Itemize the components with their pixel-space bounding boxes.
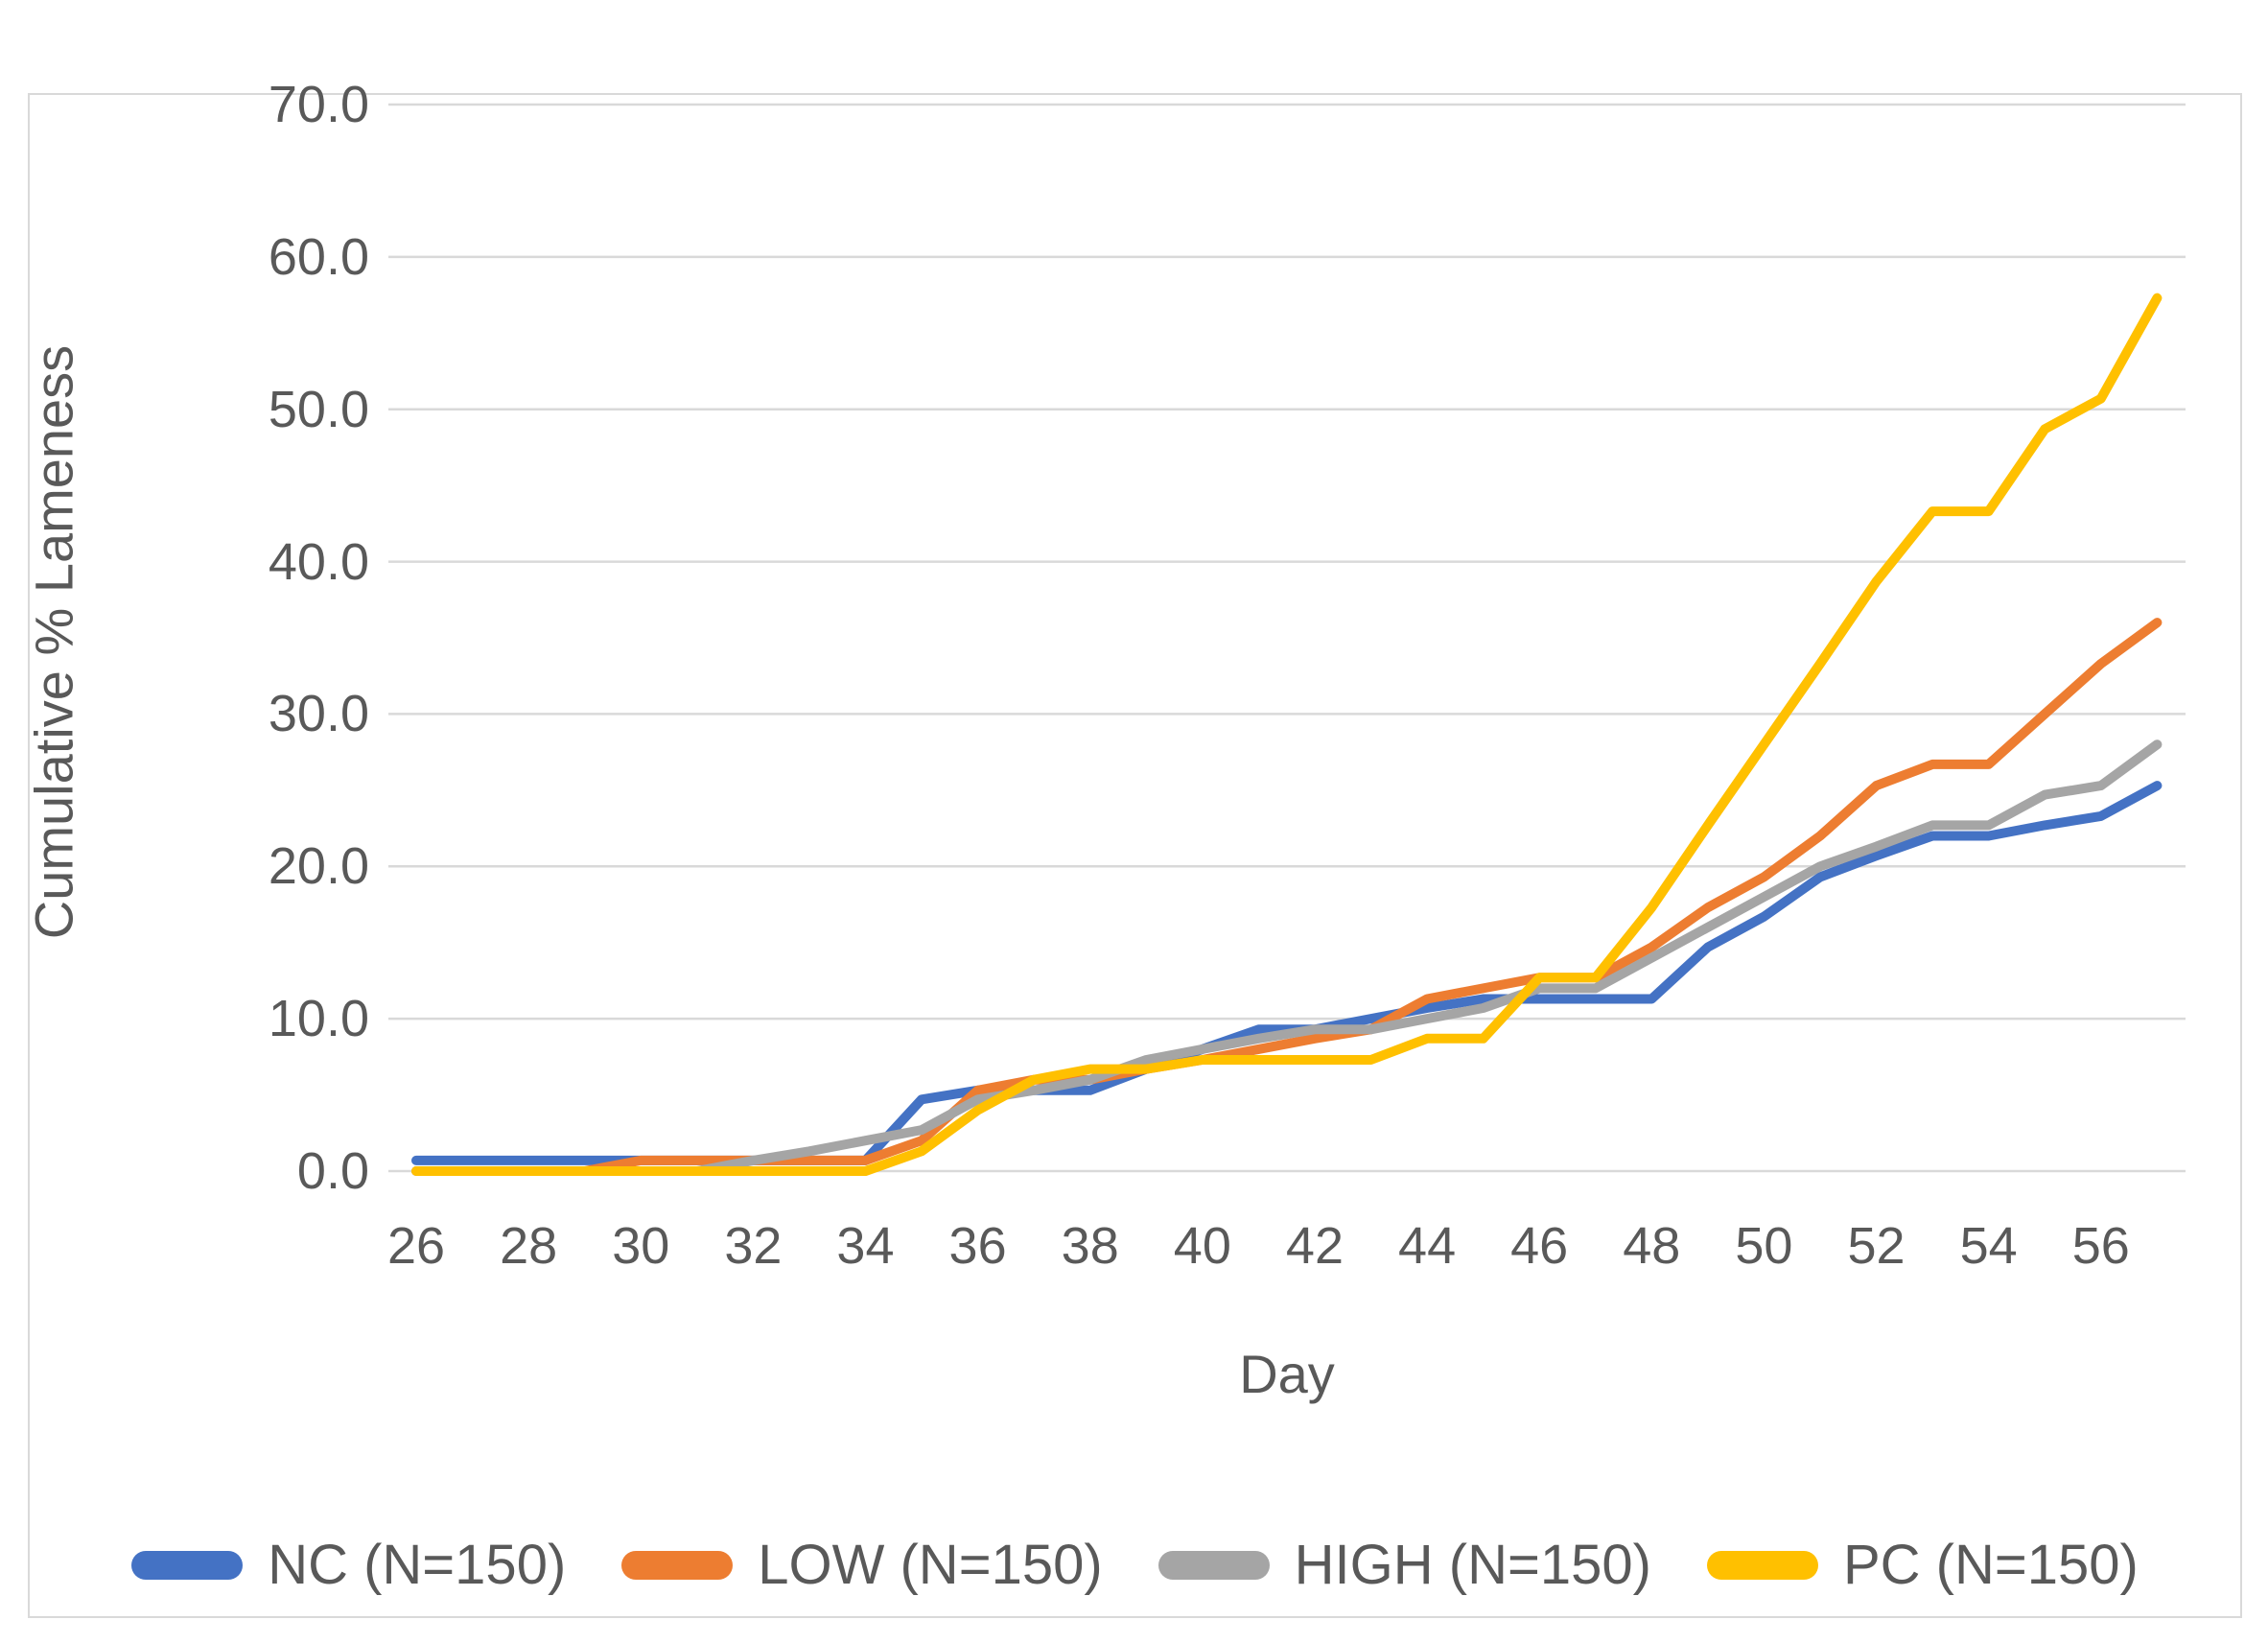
y-tick-label: 10.0	[268, 990, 369, 1048]
y-axis-title: Cumulative % Lameness	[23, 344, 84, 940]
series-line-low	[411, 618, 2163, 1176]
series-line-pc	[411, 293, 2163, 1176]
legend-swatch-icon	[621, 1550, 734, 1580]
x-tick-label: 48	[1623, 1217, 1681, 1275]
legend-label: PC (N=150)	[1842, 1534, 2139, 1596]
legend-label: HIGH (N=150)	[1294, 1534, 1651, 1596]
x-tick-label: 50	[1735, 1217, 1793, 1275]
x-axis-title: Day	[1239, 1344, 1335, 1404]
y-tick-label: 20.0	[268, 837, 369, 896]
series-line-high	[411, 739, 2163, 1176]
y-tick-label: 60.0	[268, 227, 369, 286]
x-tick-label: 32	[724, 1217, 783, 1275]
x-tick-label: 34	[836, 1217, 895, 1275]
x-tick-label: 36	[948, 1217, 1007, 1275]
legend-item-low: LOW (N=150)	[621, 1533, 1103, 1597]
x-tick-label: 56	[2071, 1217, 2130, 1275]
x-tick-label: 52	[1847, 1217, 1906, 1275]
x-tick-label: 26	[386, 1217, 446, 1275]
legend-swatch-icon	[131, 1550, 244, 1580]
x-tick-label: 42	[1285, 1217, 1344, 1275]
legend-label: NC (N=150)	[268, 1534, 567, 1596]
x-tick-label: 38	[1061, 1217, 1119, 1275]
x-tick-label: 54	[1959, 1217, 2018, 1275]
y-tick-label: 30.0	[268, 685, 369, 743]
y-tick-label: 50.0	[268, 380, 369, 438]
y-tick-label: 0.0	[296, 1142, 369, 1200]
legend-item-high: HIGH (N=150)	[1157, 1533, 1651, 1597]
legend-label: LOW (N=150)	[758, 1534, 1103, 1596]
y-tick-label: 70.0	[268, 76, 369, 133]
x-tick-label: 28	[500, 1217, 558, 1275]
x-tick-label: 40	[1173, 1217, 1231, 1275]
legend-swatch-icon	[1706, 1550, 1818, 1580]
x-tick-label: 30	[612, 1217, 670, 1275]
legend-item-nc: NC (N=150)	[131, 1533, 566, 1597]
y-tick-label: 40.0	[268, 532, 369, 591]
x-tick-label: 46	[1510, 1217, 1569, 1275]
legend-item-pc: PC (N=150)	[1706, 1533, 2139, 1597]
legend: NC (N=150) LOW (N=150) HIGH (N=150) PC (N=1…	[28, 1533, 2242, 1597]
x-tick-label: 44	[1398, 1217, 1457, 1275]
legend-swatch-icon	[1157, 1550, 1270, 1580]
